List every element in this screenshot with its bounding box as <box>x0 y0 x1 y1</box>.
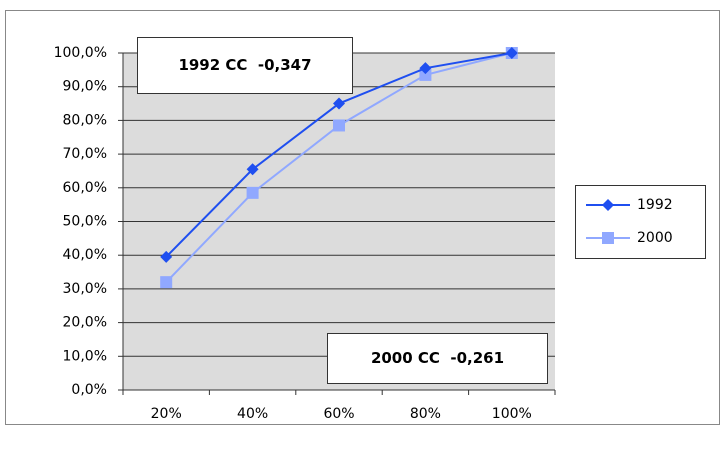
x-tick-label: 60% <box>323 406 354 422</box>
point <box>333 119 345 132</box>
point <box>505 47 518 59</box>
y-tick-label: 70,0% <box>63 146 107 162</box>
legend-marker <box>602 232 614 244</box>
y-tick-label: 30,0% <box>63 281 107 297</box>
point <box>160 276 173 289</box>
x-tick-label: 80% <box>410 406 441 422</box>
point <box>246 163 259 176</box>
legend-label: 2000 <box>637 230 673 246</box>
point <box>160 250 173 263</box>
annotation-box <box>327 333 548 384</box>
annotation-box <box>137 37 353 94</box>
x-tick-label: 100% <box>492 406 532 422</box>
annotation: 2000 CC -0,261 <box>371 349 504 367</box>
point <box>246 186 259 199</box>
x-tick-label: 40% <box>237 406 268 422</box>
y-tick-label: 0,0% <box>71 382 107 398</box>
point <box>333 97 345 110</box>
legend-label: 1992 <box>637 197 673 213</box>
y-tick-label: 20,0% <box>63 315 107 331</box>
y-tick-label: 40,0% <box>63 247 107 263</box>
point <box>419 68 432 81</box>
legend-box <box>575 185 706 259</box>
y-tick-label: 10,0% <box>63 348 107 364</box>
y-tick-label: 50,0% <box>63 214 107 230</box>
y-tick-label: 90,0% <box>63 79 107 95</box>
legend-marker <box>602 199 614 211</box>
point <box>419 62 432 75</box>
annotation: 1992 CC -0,347 <box>178 56 311 74</box>
x-tick-label: 20% <box>151 406 182 422</box>
y-tick-label: 60,0% <box>63 180 107 196</box>
y-tick-label: 100,0% <box>54 45 107 61</box>
y-tick-label: 80,0% <box>63 112 107 128</box>
